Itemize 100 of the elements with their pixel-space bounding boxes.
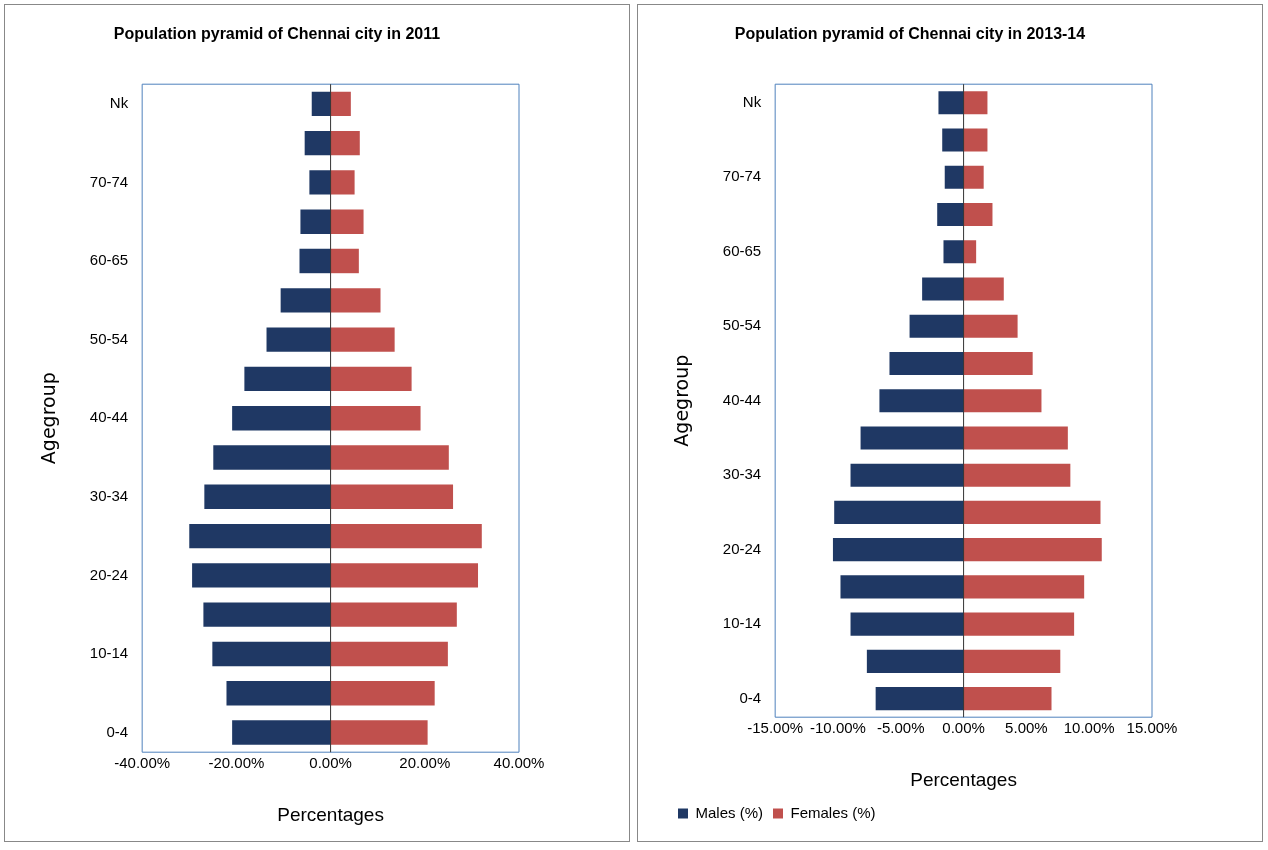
bar <box>203 602 331 627</box>
bar <box>963 91 988 115</box>
bar <box>963 463 1071 487</box>
bar <box>330 563 479 588</box>
y-tick-label: 10-14 <box>722 614 762 632</box>
bar <box>330 91 351 117</box>
bar <box>330 484 454 509</box>
chart-title: Population pyramid of Chennai city in 2011 <box>113 25 441 43</box>
y-tick-label: 50-54 <box>89 329 129 347</box>
bar <box>232 406 331 431</box>
y-tick-label: 30-34 <box>89 486 129 504</box>
bar <box>963 389 1042 413</box>
bar <box>299 248 331 274</box>
bar <box>330 720 428 745</box>
bar <box>922 277 964 301</box>
bar <box>963 128 988 152</box>
bar <box>280 288 331 313</box>
y-tick-label: 20-24 <box>722 539 762 557</box>
bar <box>330 681 435 706</box>
x-tick-label: 40.00% <box>493 754 545 772</box>
x-tick-label: -40.00% <box>114 754 171 772</box>
y-tick-label: 20-24 <box>89 565 129 583</box>
bar <box>213 445 331 470</box>
bar <box>889 351 964 376</box>
bar <box>212 641 331 667</box>
x-tick-label: 5.00% <box>1005 719 1048 737</box>
bar <box>963 575 1085 599</box>
x-tick-label: -20.00% <box>208 754 265 772</box>
bar <box>850 463 964 487</box>
bar <box>909 314 964 338</box>
x-tick-label: 15.00% <box>1126 719 1178 737</box>
bar <box>963 687 1052 711</box>
bar <box>226 681 331 706</box>
bar <box>309 170 331 195</box>
bar <box>963 426 1068 450</box>
y-tick-label: 60-65 <box>89 251 129 269</box>
x-tick-label: 20.00% <box>399 754 451 772</box>
bar <box>204 484 331 509</box>
bar <box>330 602 457 627</box>
bar <box>330 366 412 392</box>
x-tick-label: -15.00% <box>747 719 804 737</box>
bar <box>192 563 331 588</box>
bar <box>244 366 331 392</box>
bar <box>330 523 482 549</box>
x-tick-label: -5.00% <box>877 719 925 737</box>
bar <box>879 389 964 413</box>
bar <box>330 130 360 156</box>
bar <box>944 165 964 189</box>
bar <box>938 91 964 115</box>
chart-title: Population pyramid of Chennai city in 2013-14 <box>734 25 1086 43</box>
y-tick-label: 60-65 <box>722 241 762 259</box>
bar <box>963 649 1061 673</box>
bar <box>860 426 964 450</box>
bar <box>963 612 1075 636</box>
bar <box>963 240 977 264</box>
y-tick-label: 10-14 <box>89 644 129 662</box>
bar <box>189 523 331 549</box>
bar <box>963 202 993 227</box>
y-tick-label: 70-74 <box>722 167 762 185</box>
bar <box>311 91 331 117</box>
bar <box>963 277 1004 301</box>
bar <box>963 500 1101 524</box>
bar <box>330 641 448 667</box>
bar <box>963 538 1102 562</box>
bar <box>963 314 1018 338</box>
bar <box>330 170 355 195</box>
bar <box>304 130 331 156</box>
x-tick-label: 0.00% <box>942 719 985 737</box>
bar <box>232 720 331 745</box>
bar <box>330 445 449 470</box>
y-axis-title: Agegroup <box>37 372 60 465</box>
x-axis-title: Percentages <box>277 803 384 825</box>
y-tick-label: 0-4 <box>106 722 129 740</box>
x-tick-label: 10.00% <box>1063 719 1115 737</box>
y-tick-label: 40-44 <box>89 408 129 426</box>
y-tick-label: 50-54 <box>722 316 762 334</box>
bar <box>866 649 964 673</box>
bar <box>832 538 964 562</box>
bar <box>840 575 964 599</box>
y-tick-label: Nk <box>109 93 129 111</box>
bar <box>963 351 1033 376</box>
bar <box>330 288 381 313</box>
y-tick-label: 70-74 <box>89 172 129 190</box>
x-axis-title: Percentages <box>910 768 1017 790</box>
bar <box>266 327 331 352</box>
bar <box>963 165 984 189</box>
bar <box>834 500 964 524</box>
y-tick-label: 0-4 <box>739 688 762 706</box>
bar <box>943 240 964 264</box>
bar <box>850 612 964 636</box>
y-tick-label: 30-34 <box>722 465 762 483</box>
legend-label: Males (%) <box>695 803 764 821</box>
y-tick-label: 40-44 <box>722 390 762 408</box>
x-tick-label: 0.00% <box>309 754 352 772</box>
bar <box>330 327 395 352</box>
bar <box>330 248 359 274</box>
bar <box>300 209 331 234</box>
legend-label: Females (%) <box>790 803 876 821</box>
y-tick-label: Nk <box>742 92 762 110</box>
x-tick-label: -10.00% <box>810 719 866 737</box>
